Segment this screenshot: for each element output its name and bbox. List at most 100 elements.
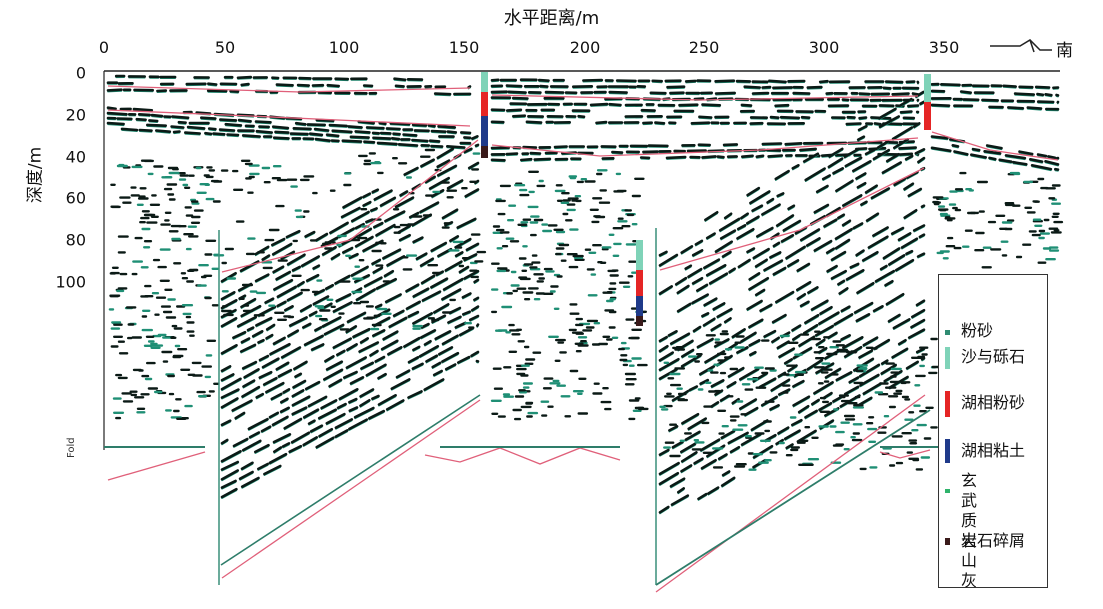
reflector-dash [881,161,903,174]
reflector-dash [350,210,370,223]
reflector-dash [828,147,844,158]
reflector-dash [804,167,826,182]
reflector-dash [666,85,686,89]
reflector-dash [891,92,910,96]
reflector-dash [239,343,257,353]
reflector-dash [837,279,846,286]
reflector-dash [312,295,330,306]
reflector-dash [807,286,819,294]
reflector-dash [220,460,240,471]
reflector-dash [304,380,321,391]
reflector-dash [840,333,852,341]
reflector-dash [332,337,353,349]
reflector-dash [420,322,430,329]
reflector-dash [353,406,375,419]
reflector-dash [853,301,874,314]
reflector-dash [379,196,397,207]
reflector-dash [301,322,312,329]
borehole-sand-gravel [636,240,643,270]
reflector-dash [461,310,472,316]
reflector-dash [288,444,303,454]
reflector-dash [1013,92,1036,96]
reflector-dash [872,148,891,161]
reflector-dash [475,323,480,328]
reflector-dash [882,247,901,260]
reflector-dash [769,251,782,259]
reflector-dash [658,448,670,456]
reflector-dash [763,259,784,272]
reflector-dash [411,138,429,143]
reflector-dash [338,387,359,401]
reflector-dash [876,140,890,149]
legend-swatch [945,538,950,545]
reflector-dash [273,278,294,291]
reflector-dash [985,144,1003,150]
reflector-dash [313,288,326,296]
reflector-dash [898,152,914,156]
legend-label: 沙与砾石 [961,347,1026,366]
reflector-dash [290,431,311,444]
reflector-dash [320,399,338,410]
section-frame [103,70,1060,586]
reflector-dash [454,321,467,329]
reflector-dash [912,224,926,232]
reflector-dash [736,345,749,354]
reflector-dash [334,429,349,438]
reflector-dash [834,227,853,240]
reflector-dash [392,132,401,136]
reflector-dash [837,213,846,220]
reflector-dash [430,129,447,133]
reflector-dash [806,358,824,371]
reflector-dash [769,115,780,119]
reflector-dash [525,120,543,124]
reflector-dash [860,200,868,206]
reflector-dash [172,130,181,134]
reflector-dash [386,255,406,267]
reflector-dash [397,224,412,234]
legend-swatch [945,489,950,493]
reflector-dash [1004,154,1027,160]
reflector-dash [385,127,401,131]
reflector-dash [856,181,867,189]
reflector-dash [522,145,538,149]
reflector-dash [780,234,795,243]
reflector-dash [106,111,128,116]
reflector-dash [814,324,835,337]
reflector-dash [265,333,274,340]
reflector-dash [658,357,680,372]
reflector-dash [759,303,773,313]
reflector-dash [283,304,294,312]
reflector-dash [354,130,371,134]
reflector-dash [920,356,926,361]
reflector-dash [394,196,415,209]
reflector-dash [463,147,473,154]
reflector-dash [120,127,139,132]
reflector-dash [357,227,373,237]
reflector-dash [818,401,833,412]
reflector-dash [774,103,790,108]
reflector-dash [212,132,226,136]
reflector-dash [135,117,147,122]
reflector-dash [446,130,458,134]
reflector-dash [229,89,240,93]
reflector-dash [674,276,688,286]
reflector-dash [432,369,444,377]
reflector-dash [258,354,270,362]
reflector-dash [264,297,275,304]
reflector-dash [688,385,699,392]
reflector-dash [1011,160,1028,166]
reflector-dash [691,293,710,305]
reflector-dash [219,118,238,122]
reflector-dash [681,412,700,425]
reflector-dash [714,389,724,396]
reflector-dash [302,408,320,419]
reflector-dash [372,136,392,140]
reflector-dash [865,212,880,222]
reflector-dash [441,208,459,220]
reflector-dash [589,102,609,107]
reflector-dash [858,349,874,359]
reflector-dash [241,360,258,370]
reflector-dash [350,265,369,277]
reflector-dash [841,194,863,207]
reflector-dash [720,429,736,440]
